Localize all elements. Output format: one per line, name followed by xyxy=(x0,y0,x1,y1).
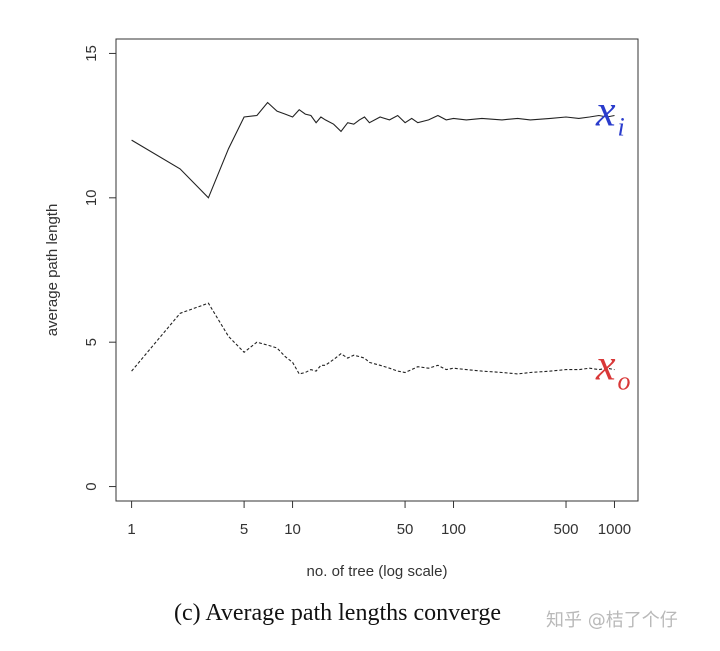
x-tick-label: 50 xyxy=(397,521,414,538)
x-tick-label: 1 xyxy=(127,521,135,538)
figure-caption: (c) Average path lengths converge xyxy=(174,600,501,626)
y-axis-label: average path length xyxy=(44,204,61,337)
x-tick-label: 10 xyxy=(284,521,301,538)
series-line-i xyxy=(131,101,615,199)
y-tick-label: 0 xyxy=(83,482,100,490)
x-axis-label: no. of tree (log scale) xyxy=(307,563,448,580)
series-layer xyxy=(131,101,615,375)
series-line-o xyxy=(131,302,615,375)
watermark: 知乎 @桔了个仔 xyxy=(546,610,678,631)
x-axis: 1 5 10 50 100 500 1000 xyxy=(127,500,631,538)
x-tick-label: 500 xyxy=(554,521,579,538)
x-tick-label: 1000 xyxy=(598,521,631,538)
series-tags: xi xo xyxy=(595,87,631,396)
y-tick-label: 5 xyxy=(83,338,100,346)
series-tag-i: xi xyxy=(595,87,625,142)
x-tick-label: 5 xyxy=(240,521,248,538)
y-tick-label: 15 xyxy=(83,45,100,62)
x-tick-label: 100 xyxy=(441,521,466,538)
y-tick-label: 10 xyxy=(83,189,100,206)
y-axis: 0 5 10 15 xyxy=(83,45,117,491)
series-tag-o: xo xyxy=(595,341,631,396)
plot-frame xyxy=(115,38,639,502)
